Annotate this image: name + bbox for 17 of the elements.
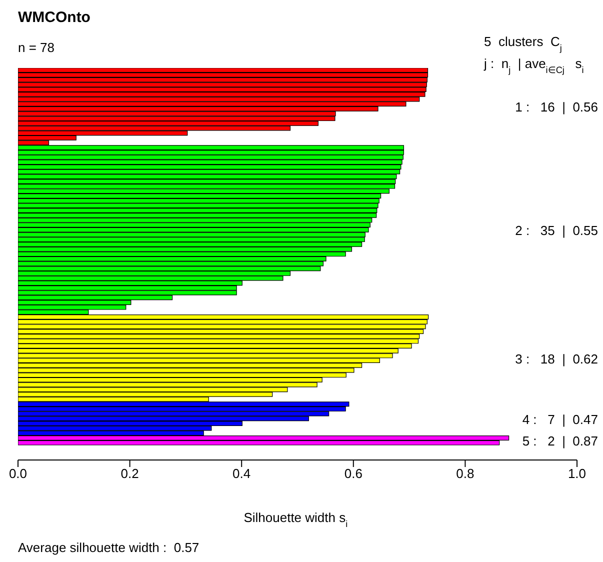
annotation: j : n$_{j}$ | ave$_{i∈Cj}$ s$_{i}$ xyxy=(483,56,584,75)
x-axis-title: Silhouette width s$_{i}$ xyxy=(244,510,348,529)
annotation: 5 : 2 | 0.87 xyxy=(522,434,598,449)
annotation: 2 : 35 | 0.55 xyxy=(515,223,598,238)
chart-title: WMCOnto xyxy=(18,9,90,26)
annotation: 3 : 18 | 0.62 xyxy=(515,351,598,366)
x-tick-label: 0.6 xyxy=(344,466,362,482)
text: Average silhouette width : 0.57 xyxy=(18,540,200,555)
x-tick-label: 0.2 xyxy=(120,466,139,482)
x-tick-label: 1.0 xyxy=(568,466,586,482)
x-tick-label: 0.0 xyxy=(8,466,28,482)
text: 5 clusters C$_{j}$ xyxy=(484,34,562,53)
annotation: 1 : 16 | 0.56 xyxy=(515,100,598,115)
annotation: 4 : 7 | 0.47 xyxy=(522,412,598,427)
x-tick-label: 0.8 xyxy=(456,466,474,482)
x-tick-label: 0.4 xyxy=(232,466,251,482)
text: n = 78 xyxy=(18,40,55,55)
